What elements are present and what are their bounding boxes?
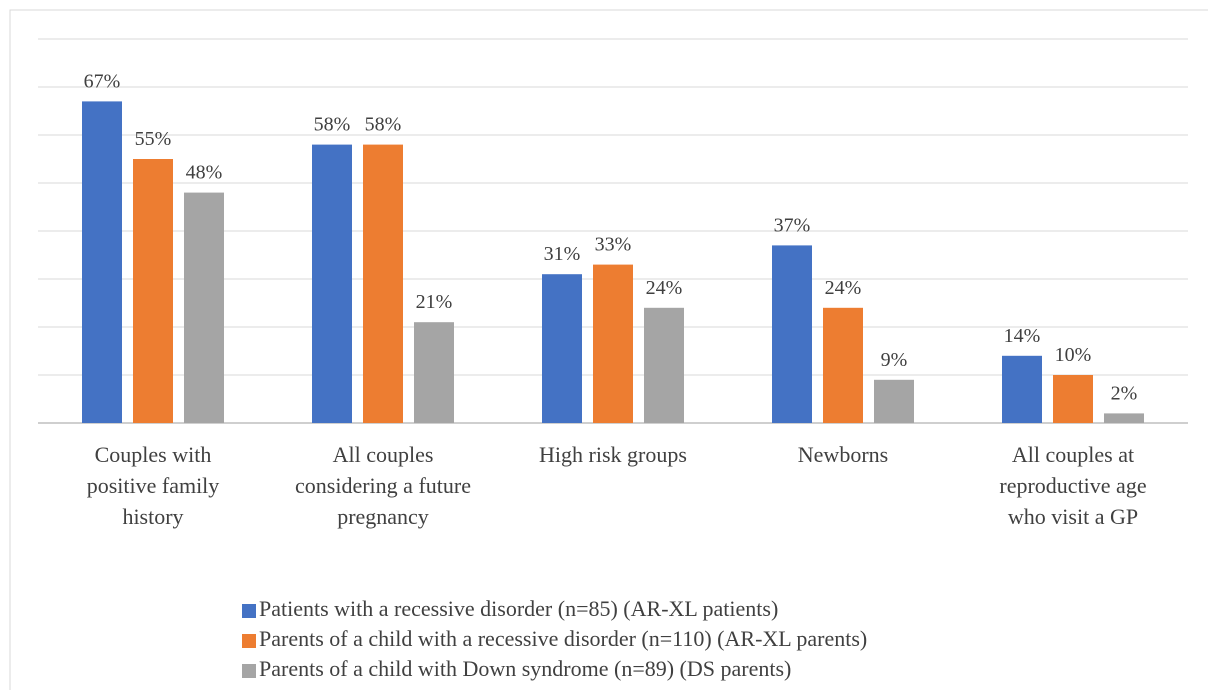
- legend-swatch: [242, 634, 256, 648]
- value-label: 9%: [881, 349, 908, 371]
- bar: [1002, 355, 1042, 423]
- x-tick-label: All couples at reproductive age who visi…: [999, 442, 1147, 529]
- bar: [874, 379, 914, 423]
- value-label: 31%: [544, 243, 581, 265]
- value-label: 21%: [416, 291, 453, 313]
- bar: [1104, 413, 1144, 423]
- legend-swatch: [242, 604, 256, 618]
- value-label: 37%: [774, 214, 811, 236]
- bar: [363, 144, 403, 423]
- value-label: 48%: [186, 162, 223, 184]
- bar: [133, 159, 173, 423]
- value-label: 2%: [1111, 382, 1138, 404]
- value-label: 58%: [365, 114, 402, 136]
- value-label: 67%: [84, 70, 121, 92]
- legend-label: Parents of a child with Down syndrome (n…: [259, 656, 791, 681]
- legend-label: Parents of a child with a recessive diso…: [259, 626, 867, 651]
- bar: [823, 307, 863, 423]
- value-label: 14%: [1004, 325, 1041, 347]
- value-label: 24%: [825, 277, 862, 299]
- value-label: 33%: [595, 234, 632, 256]
- x-tick-label: All couples considering a future pregnan…: [295, 442, 471, 529]
- x-tick-label: High risk groups: [539, 442, 687, 467]
- chart-frame: [9, 9, 1208, 690]
- bar: [593, 264, 633, 423]
- bar: [772, 245, 812, 423]
- bar: [644, 307, 684, 423]
- bar: [542, 274, 582, 423]
- value-label: 24%: [646, 277, 683, 299]
- x-tick-label: Couples with positive family history: [86, 442, 220, 529]
- legend-label: Patients with a recessive disorder (n=85…: [259, 596, 778, 621]
- bar: [1053, 375, 1093, 423]
- value-label: 58%: [314, 114, 351, 136]
- bar: [184, 192, 224, 423]
- bar: [414, 322, 454, 423]
- value-label: 10%: [1055, 344, 1092, 366]
- x-tick-label: Newborns: [797, 442, 889, 467]
- value-label: 55%: [135, 128, 172, 150]
- bar: [312, 144, 352, 423]
- bar: [82, 101, 122, 424]
- legend-swatch: [242, 664, 256, 678]
